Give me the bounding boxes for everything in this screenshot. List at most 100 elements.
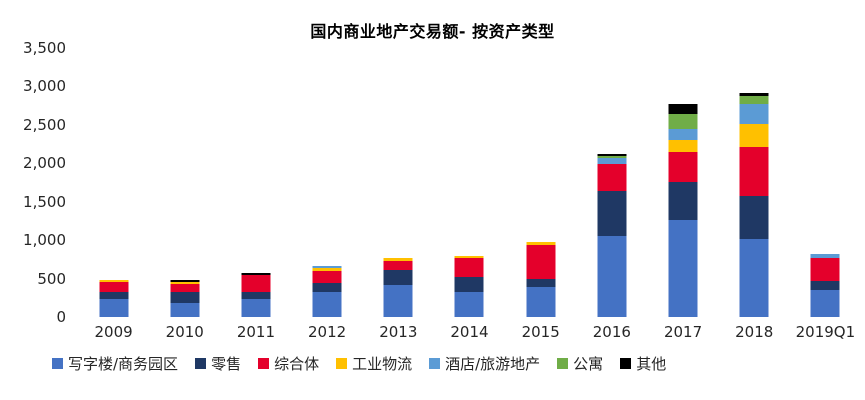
x-tick-label: 2017 bbox=[663, 323, 703, 341]
y-tick-label: 1,500 bbox=[23, 192, 66, 211]
x-tick-label: 2010 bbox=[165, 323, 204, 341]
x-tick-label: 2018 bbox=[735, 323, 774, 341]
bar-segment bbox=[597, 154, 627, 157]
bar-segment bbox=[597, 156, 627, 159]
legend-label: 工业物流 bbox=[352, 355, 413, 373]
bar-segment bbox=[383, 269, 413, 285]
legend-swatch-icon bbox=[195, 358, 207, 369]
bar-segment bbox=[99, 280, 129, 283]
bar-segment bbox=[312, 266, 342, 269]
bar-segment bbox=[668, 182, 698, 221]
legend-swatch-icon bbox=[52, 358, 63, 369]
x-tick-label: 2013 bbox=[379, 323, 418, 341]
bar-stack bbox=[383, 257, 413, 317]
legend-swatch-icon bbox=[258, 358, 270, 369]
bar-segment bbox=[241, 272, 271, 276]
y-tick-label: 2,000 bbox=[23, 154, 66, 173]
bar-column-2012 bbox=[292, 48, 363, 317]
bar-column-2015 bbox=[505, 48, 576, 317]
bar-stack bbox=[99, 280, 129, 317]
bar-segment bbox=[99, 299, 129, 317]
bar-stack bbox=[597, 154, 627, 317]
y-tick-label: 3,000 bbox=[23, 77, 66, 96]
bar-stack bbox=[312, 266, 342, 317]
bar-column-2011 bbox=[220, 48, 291, 317]
bar-segment bbox=[383, 284, 413, 317]
y-tick-label: 1,000 bbox=[23, 231, 66, 250]
bar-stack bbox=[739, 92, 769, 317]
bar-segment bbox=[526, 279, 556, 287]
bar-segment bbox=[241, 275, 271, 292]
legend-label: 酒店/旅游地产 bbox=[445, 355, 541, 373]
bar-column-2009 bbox=[78, 48, 149, 317]
bar-stack bbox=[241, 272, 271, 317]
bar-stack bbox=[668, 103, 698, 317]
bar-segment bbox=[668, 151, 698, 183]
bar-segment bbox=[312, 271, 342, 284]
bar-segment bbox=[526, 286, 556, 317]
bar-segment bbox=[597, 190, 627, 237]
bar-segment bbox=[241, 299, 271, 317]
x-tick-label: 2009 bbox=[94, 323, 133, 341]
bar-segment bbox=[597, 164, 627, 191]
bar-segment bbox=[241, 291, 271, 300]
bar-segment bbox=[454, 291, 484, 317]
bar-segment bbox=[526, 242, 556, 245]
legend-item: 工业物流 bbox=[336, 353, 412, 374]
legend-label: 其他 bbox=[636, 355, 667, 373]
bar-segment bbox=[668, 128, 698, 141]
legend-item: 公寓 bbox=[557, 353, 603, 374]
bar-segment bbox=[597, 158, 627, 165]
bar-segment bbox=[739, 195, 769, 239]
legend-swatch-icon bbox=[620, 358, 632, 369]
x-tick-label: 2019Q1 bbox=[795, 323, 856, 341]
bar-segment bbox=[810, 253, 840, 258]
bar-stack bbox=[526, 242, 556, 317]
bar-column-2016 bbox=[576, 48, 647, 317]
bar-column-2017 bbox=[647, 48, 718, 317]
legend-item: 综合体 bbox=[258, 353, 319, 374]
bar-segment bbox=[810, 280, 840, 291]
legend-swatch-icon bbox=[557, 358, 569, 369]
bar-segment bbox=[597, 236, 627, 317]
y-tick-label: 0 bbox=[56, 308, 66, 326]
legend-item: 酒店/旅游地产 bbox=[429, 353, 540, 374]
bar-stack bbox=[454, 255, 484, 317]
bar-segment bbox=[170, 280, 200, 283]
legend-label: 零售 bbox=[211, 355, 242, 373]
y-tick-label: 2,500 bbox=[23, 115, 66, 134]
x-tick-label: 2016 bbox=[592, 323, 631, 341]
legend-label: 写字楼/商务园区 bbox=[68, 355, 179, 373]
bar-segment bbox=[739, 123, 769, 147]
x-tick-label: 2014 bbox=[450, 323, 489, 341]
bar-segment bbox=[810, 257, 840, 281]
legend-item: 写字楼/商务园区 bbox=[52, 353, 178, 374]
bar-segment bbox=[170, 282, 200, 285]
plot-area bbox=[78, 48, 861, 317]
bar-segment bbox=[739, 238, 769, 317]
bar-column-2014 bbox=[434, 48, 505, 317]
legend: 写字楼/商务园区 零售 综合体 工业物流 酒店/旅游地产 公寓 其他 bbox=[52, 353, 865, 374]
legend-label: 综合体 bbox=[274, 355, 320, 373]
x-axis: 2009 2010 2011 2012 2013 2014 2015 2016 2017 2018… bbox=[78, 323, 861, 343]
bar-segment bbox=[739, 104, 769, 124]
bar-segment bbox=[383, 257, 413, 261]
x-tick-label: 2011 bbox=[236, 323, 276, 341]
bar-segment bbox=[739, 96, 769, 105]
bar-segment bbox=[170, 284, 200, 292]
bar-column-2019Q1 bbox=[790, 48, 861, 317]
bar-column-2018 bbox=[719, 48, 790, 317]
bar-segment bbox=[170, 303, 200, 317]
bar-segment bbox=[312, 268, 342, 272]
x-tick-label: 2015 bbox=[521, 323, 560, 341]
bar-segment bbox=[99, 282, 129, 292]
bar-segment bbox=[810, 290, 840, 317]
legend-item: 其他 bbox=[620, 353, 666, 374]
legend-swatch-icon bbox=[429, 358, 441, 369]
bar-segment bbox=[170, 291, 200, 304]
bar-segment bbox=[668, 113, 698, 129]
legend-swatch-icon bbox=[336, 358, 348, 369]
y-tick-label: 500 bbox=[37, 269, 66, 288]
bar-segment bbox=[739, 92, 769, 97]
